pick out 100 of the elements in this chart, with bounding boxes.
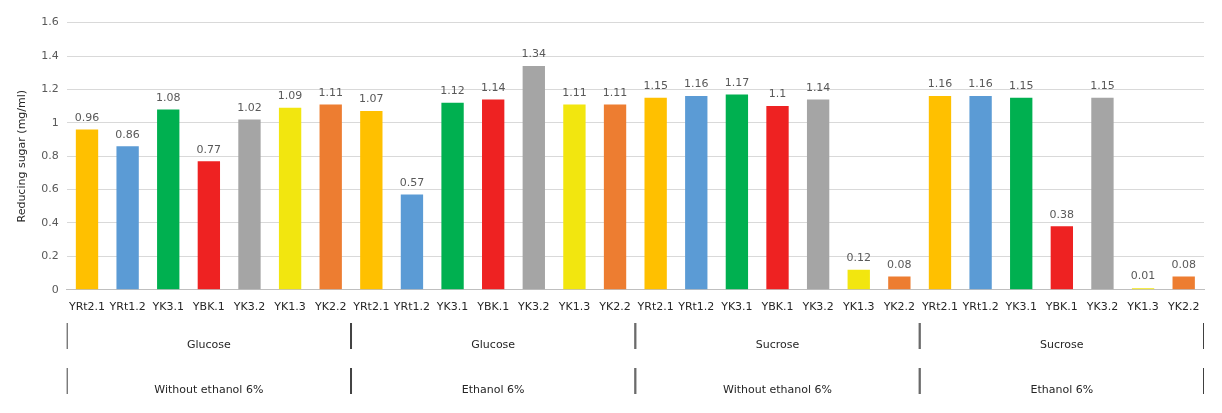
y-tick-label: 1.4 <box>41 48 59 62</box>
y-tick-label: 1.2 <box>41 82 59 96</box>
text: Sucrose <box>755 337 800 351</box>
bar <box>603 104 627 290</box>
data-label: 0.08 <box>1171 257 1196 271</box>
text: Ethanol 6% <box>461 382 525 396</box>
bar <box>1010 97 1033 290</box>
x-tick-label: YK2.2 <box>598 300 631 314</box>
bar <box>806 99 830 290</box>
bar <box>522 66 545 290</box>
bar <box>725 94 749 290</box>
x-tick-label: YK2.2 <box>1166 300 1200 314</box>
x-tick-label: YBK.1 <box>1044 300 1078 314</box>
bar <box>238 119 261 290</box>
x-tick-label: YK3.2 <box>801 300 834 314</box>
data-label: 1.16 <box>927 77 953 91</box>
bar <box>441 102 464 290</box>
x-tick-label: YK1.3 <box>1126 300 1159 314</box>
x-tick-label: YK3.2 <box>517 300 550 314</box>
text: Without ethanol 6% <box>154 382 264 396</box>
bar <box>644 97 667 290</box>
data-label: 1.14 <box>480 80 506 94</box>
x-tick-label: YK2.2 <box>313 300 347 314</box>
data-label: 1.14 <box>805 80 831 94</box>
bar <box>400 194 424 290</box>
text: Glucose <box>471 337 516 351</box>
data-label: 1.09 <box>277 89 303 103</box>
y-tick-label: 1 <box>51 115 59 129</box>
data-label: 1.08 <box>155 90 181 104</box>
data-label: 1.12 <box>440 84 465 98</box>
x-tick-label: YRt2.1 <box>67 300 106 314</box>
x-tick-label: YK3.1 <box>1004 300 1037 314</box>
bar <box>1091 97 1114 290</box>
x-tick-label: YK3.1 <box>720 300 753 314</box>
data-label: 1.15 <box>1090 79 1115 93</box>
x-tick-label: YBK.1 <box>760 300 794 314</box>
bar <box>157 109 180 290</box>
data-label: 0.01 <box>1130 269 1156 283</box>
data-label: 1.11 <box>318 85 343 99</box>
bar <box>888 276 911 290</box>
data-label: 0.77 <box>196 142 222 156</box>
bar <box>360 111 383 290</box>
bar <box>278 107 302 290</box>
y-tick-label: 0.4 <box>41 215 59 229</box>
x-tick-label: YK2.2 <box>882 300 916 314</box>
x-tick-label: YRt1.2 <box>392 300 431 314</box>
data-label: 0.08 <box>887 257 912 271</box>
y-tick-label: 0 <box>51 282 59 296</box>
data-label: 1.16 <box>684 77 709 91</box>
bar <box>1050 226 1074 290</box>
bar <box>766 106 789 290</box>
data-label: 1.17 <box>724 75 750 89</box>
text: Glucose <box>186 337 231 351</box>
y-tick-label: 1.6 <box>41 15 59 29</box>
bar <box>928 96 952 290</box>
data-label: 0.57 <box>399 175 425 189</box>
data-label: 1.1 <box>768 87 787 101</box>
data-label: 0.38 <box>1049 207 1075 221</box>
text: Sucrose <box>1040 337 1084 351</box>
data-label: 1.15 <box>643 79 668 93</box>
data-label: 1.07 <box>359 92 384 106</box>
bar <box>319 104 342 290</box>
data-label: 1.34 <box>521 47 547 61</box>
y-tick-label: 0.8 <box>41 149 59 163</box>
bar <box>75 129 99 290</box>
data-label: 1.02 <box>237 100 262 114</box>
data-label: 0.96 <box>74 110 100 124</box>
y-axis-title: Reducing sugar (mg/ml) <box>15 89 29 223</box>
y-tick-label: 0.2 <box>41 249 59 263</box>
data-label: 1.11 <box>602 85 628 99</box>
data-label: 1.11 <box>562 85 587 99</box>
bar <box>563 104 586 290</box>
bar <box>197 161 221 290</box>
x-tick-label: YRt1.2 <box>961 300 999 314</box>
x-tick-label: YK3.2 <box>232 300 266 314</box>
x-tick-label: YRt1.2 <box>108 300 146 314</box>
text: Without ethanol 6% <box>723 382 833 396</box>
data-label: 1.15 <box>1008 79 1034 93</box>
x-tick-label: YRt2.1 <box>636 300 674 314</box>
bar <box>1172 276 1195 290</box>
data-label: 0.12 <box>846 251 871 265</box>
data-label: 1.16 <box>968 77 993 91</box>
x-tick-label: YK3.1 <box>435 300 469 314</box>
x-tick-label: YBK.1 <box>476 300 510 314</box>
x-tick-label: YK1.3 <box>842 300 875 314</box>
x-tick-label: YRt2.1 <box>920 300 959 314</box>
data-label: 0.86 <box>115 127 140 141</box>
x-tick-label: YK1.3 <box>557 300 591 314</box>
x-tick-label: YK3.2 <box>1085 300 1119 314</box>
y-tick-label: 0.6 <box>41 182 59 196</box>
x-tick-label: YBK.1 <box>191 300 225 314</box>
x-tick-label: YRt2.1 <box>352 300 390 314</box>
bar <box>482 99 505 290</box>
text: Ethanol 6% <box>1030 382 1094 396</box>
x-tick-label: YK3.1 <box>151 300 184 314</box>
bar <box>685 96 708 290</box>
x-tick-label: YK1.3 <box>273 300 306 314</box>
bar <box>847 269 870 290</box>
x-tick-label: YRt1.2 <box>677 300 715 314</box>
bar <box>116 146 139 290</box>
